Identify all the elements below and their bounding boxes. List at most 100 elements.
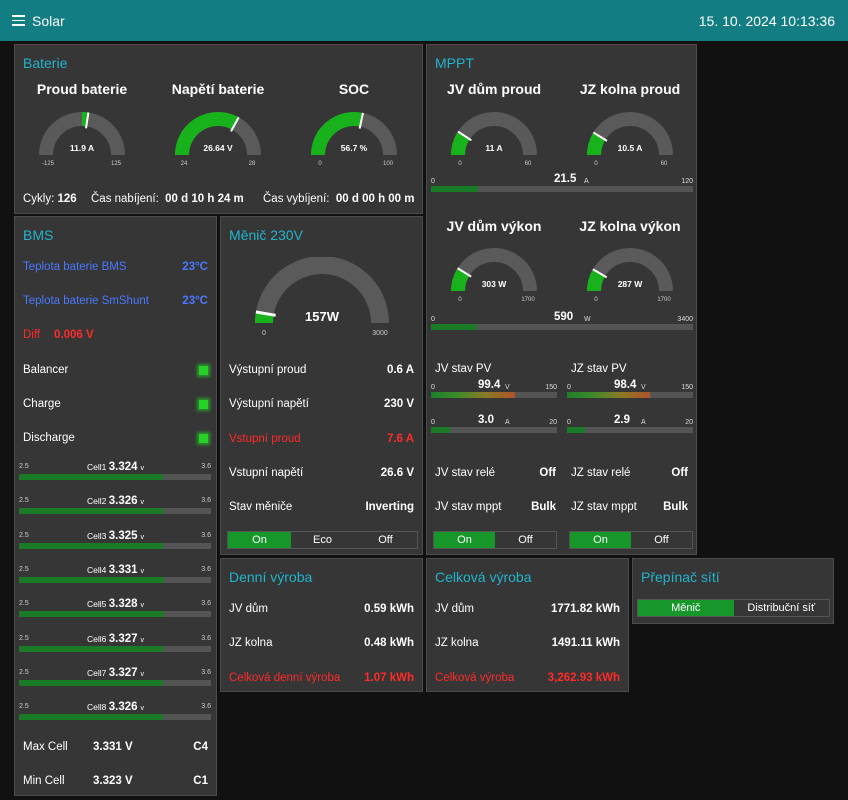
jz-pv-current-bar: 0 20 2.9 A — [567, 414, 693, 436]
cell-label: Cell2 3.326 v — [87, 495, 144, 507]
cell-track — [19, 576, 211, 583]
cell-label: Cell6 3.327 v — [87, 633, 144, 645]
cell-name: Cell3 — [87, 530, 107, 541]
switch-option[interactable]: Distribuční síť — [747, 602, 816, 614]
charging-time-info: Čas nabíjení: 00 d 10 h 24 m — [91, 193, 244, 205]
cycles-label: Cykly: — [23, 193, 55, 205]
gauge-min-label: 0 — [458, 161, 462, 167]
switch-option[interactable]: On — [434, 532, 495, 548]
cell-value: 3.325 — [108, 529, 138, 542]
gauge-value: 56.7 % — [341, 143, 368, 153]
temp-bms-row: Teplota baterie BMS 23°C — [23, 257, 208, 277]
jv-current-gauge: 11 A 0 60 — [451, 112, 537, 167]
jv-relay-switch[interactable]: On Off — [433, 531, 557, 549]
cell-fill — [19, 611, 164, 618]
cell-fill — [19, 542, 163, 549]
jz-relay-row: JZ stav relé Off — [571, 463, 688, 483]
gauge-max-label: 1700 — [521, 297, 535, 303]
gauge-value: 11 A — [485, 143, 502, 153]
total-production-value: 1771.82 kWh — [550, 603, 620, 615]
bar-value: 590 — [554, 311, 574, 323]
min-cell-row: Min Cell 3.323 V C1 — [23, 771, 208, 791]
inverter-stat-row: Vstupní napětí 26.6 V — [229, 463, 414, 483]
bar-track — [431, 186, 693, 192]
cell-min-label: 2.5 — [19, 565, 29, 573]
bar-unit: A — [505, 419, 510, 426]
panel-title: MPPT — [435, 55, 474, 71]
switch-option[interactable]: Off — [654, 534, 669, 546]
gauge-track — [255, 257, 389, 324]
bar-unit: V — [505, 384, 510, 391]
gauge-max-label: 60 — [661, 161, 668, 167]
gauge-value: 287 W — [618, 279, 644, 289]
gauge-needle — [85, 112, 90, 129]
total-production-value: 3,262.93 kWh — [547, 671, 620, 684]
switch-option[interactable]: Měnič — [638, 600, 734, 616]
bar-max-label: 120 — [681, 178, 693, 185]
panel-title: Baterie — [23, 55, 68, 71]
bms-panel: BMS Teplota baterie BMS 23°C Teplota bat… — [14, 216, 217, 796]
daily-production-label: JZ kolna — [229, 637, 273, 650]
gauge-value: 303 W — [482, 279, 508, 289]
discharge-row: Discharge — [23, 428, 208, 448]
balancer-led-icon — [199, 365, 208, 375]
cycles-value: 126 — [57, 193, 77, 205]
temp-shunt-value: 23°C — [182, 295, 208, 307]
cell-fill — [19, 679, 164, 686]
cell-label: Cell7 3.327 v — [87, 667, 144, 679]
gauge-needle — [457, 267, 472, 278]
cell-min-label: 2.5 — [19, 497, 29, 505]
cell-value: 3.326 — [108, 495, 138, 508]
bar-fill — [431, 186, 478, 192]
switch-option[interactable]: Eco — [313, 534, 332, 546]
cell-fill — [19, 714, 164, 721]
hamburger-menu-icon[interactable] — [12, 15, 25, 26]
cell-voltage-bar: 2.5 3.6 Cell2 3.326 v — [15, 495, 215, 521]
daily-production-value: 0.48 kWh — [364, 637, 414, 650]
min-cell-label: Min Cell — [23, 775, 65, 787]
cell-voltage-bar: 2.5 3.6 Cell5 3.328 v — [15, 598, 215, 624]
discharging-time-label: Čas vybíjení: — [263, 193, 330, 205]
gauge-title: JZ kolna výkon — [579, 218, 681, 234]
gauge-needle — [457, 130, 472, 142]
daily-production-row: JZ kolna 0.48 kWh — [229, 633, 414, 653]
bar-track — [431, 324, 693, 330]
bar-value: 3.0 — [478, 414, 494, 426]
denni-vyroba-panel: Denní výroba JV dům 0.59 kWh JZ kolna 0.48 … — [220, 558, 423, 692]
jz-relay-switch[interactable]: On Off — [569, 531, 693, 549]
inverter-stat-label: Stav měniče — [229, 501, 293, 514]
total-production-row: JV dům 1771.82 kWh — [435, 599, 620, 619]
gauge-max-label: 1700 — [657, 297, 671, 303]
cycles-info: Cykly: 126 — [23, 193, 77, 205]
cell-label: Cell4 3.331 v — [87, 564, 144, 576]
daily-production-label: JV dům — [229, 603, 268, 615]
bar-min-label: 0 — [431, 178, 435, 185]
bar-value: 2.9 — [614, 414, 630, 426]
switch-option[interactable]: On — [228, 532, 291, 548]
cell-unit: v — [140, 465, 145, 472]
cell-name: Cell8 — [87, 702, 107, 713]
jz-relay-value: Off — [671, 467, 688, 479]
temp-bms-value: 23°C — [182, 261, 208, 273]
inverter-stat-value: 0.6 A — [386, 364, 414, 376]
cell-fill — [19, 474, 163, 480]
inverter-stat-row: Stav měniče Inverting — [229, 497, 414, 517]
charge-row: Charge — [23, 394, 208, 414]
bar-fill — [567, 392, 650, 398]
gauge-value: 10.5 A — [618, 143, 643, 153]
cell-voltage-bar: 2.5 3.6 Cell8 3.326 v — [15, 701, 215, 727]
switch-option[interactable]: Off — [378, 534, 393, 546]
switch-option[interactable]: On — [570, 532, 631, 548]
charging-time-value: 00 d 10 h 24 m — [165, 193, 244, 205]
jv-relay-row: JV stav relé Off — [435, 463, 556, 483]
inverter-mode-switch[interactable]: On Eco Off — [227, 531, 418, 549]
grid-switch[interactable]: Měnič Distribuční síť — [637, 599, 830, 617]
gauge-fill — [451, 131, 470, 156]
cell-value: 3.327 — [108, 632, 138, 645]
charge-led-icon — [199, 399, 208, 409]
menic-panel: Měnič 230V 157W 0 3000 Výstupní proud 0.6 A… — [220, 216, 423, 555]
prepinac-panel: Přepínač sítí Měnič Distribuční síť — [632, 558, 834, 624]
balancer-row: Balancer — [23, 360, 208, 380]
switch-option[interactable]: Off — [518, 534, 533, 546]
discharging-time-value: 00 d 00 h 00 m — [335, 193, 415, 205]
